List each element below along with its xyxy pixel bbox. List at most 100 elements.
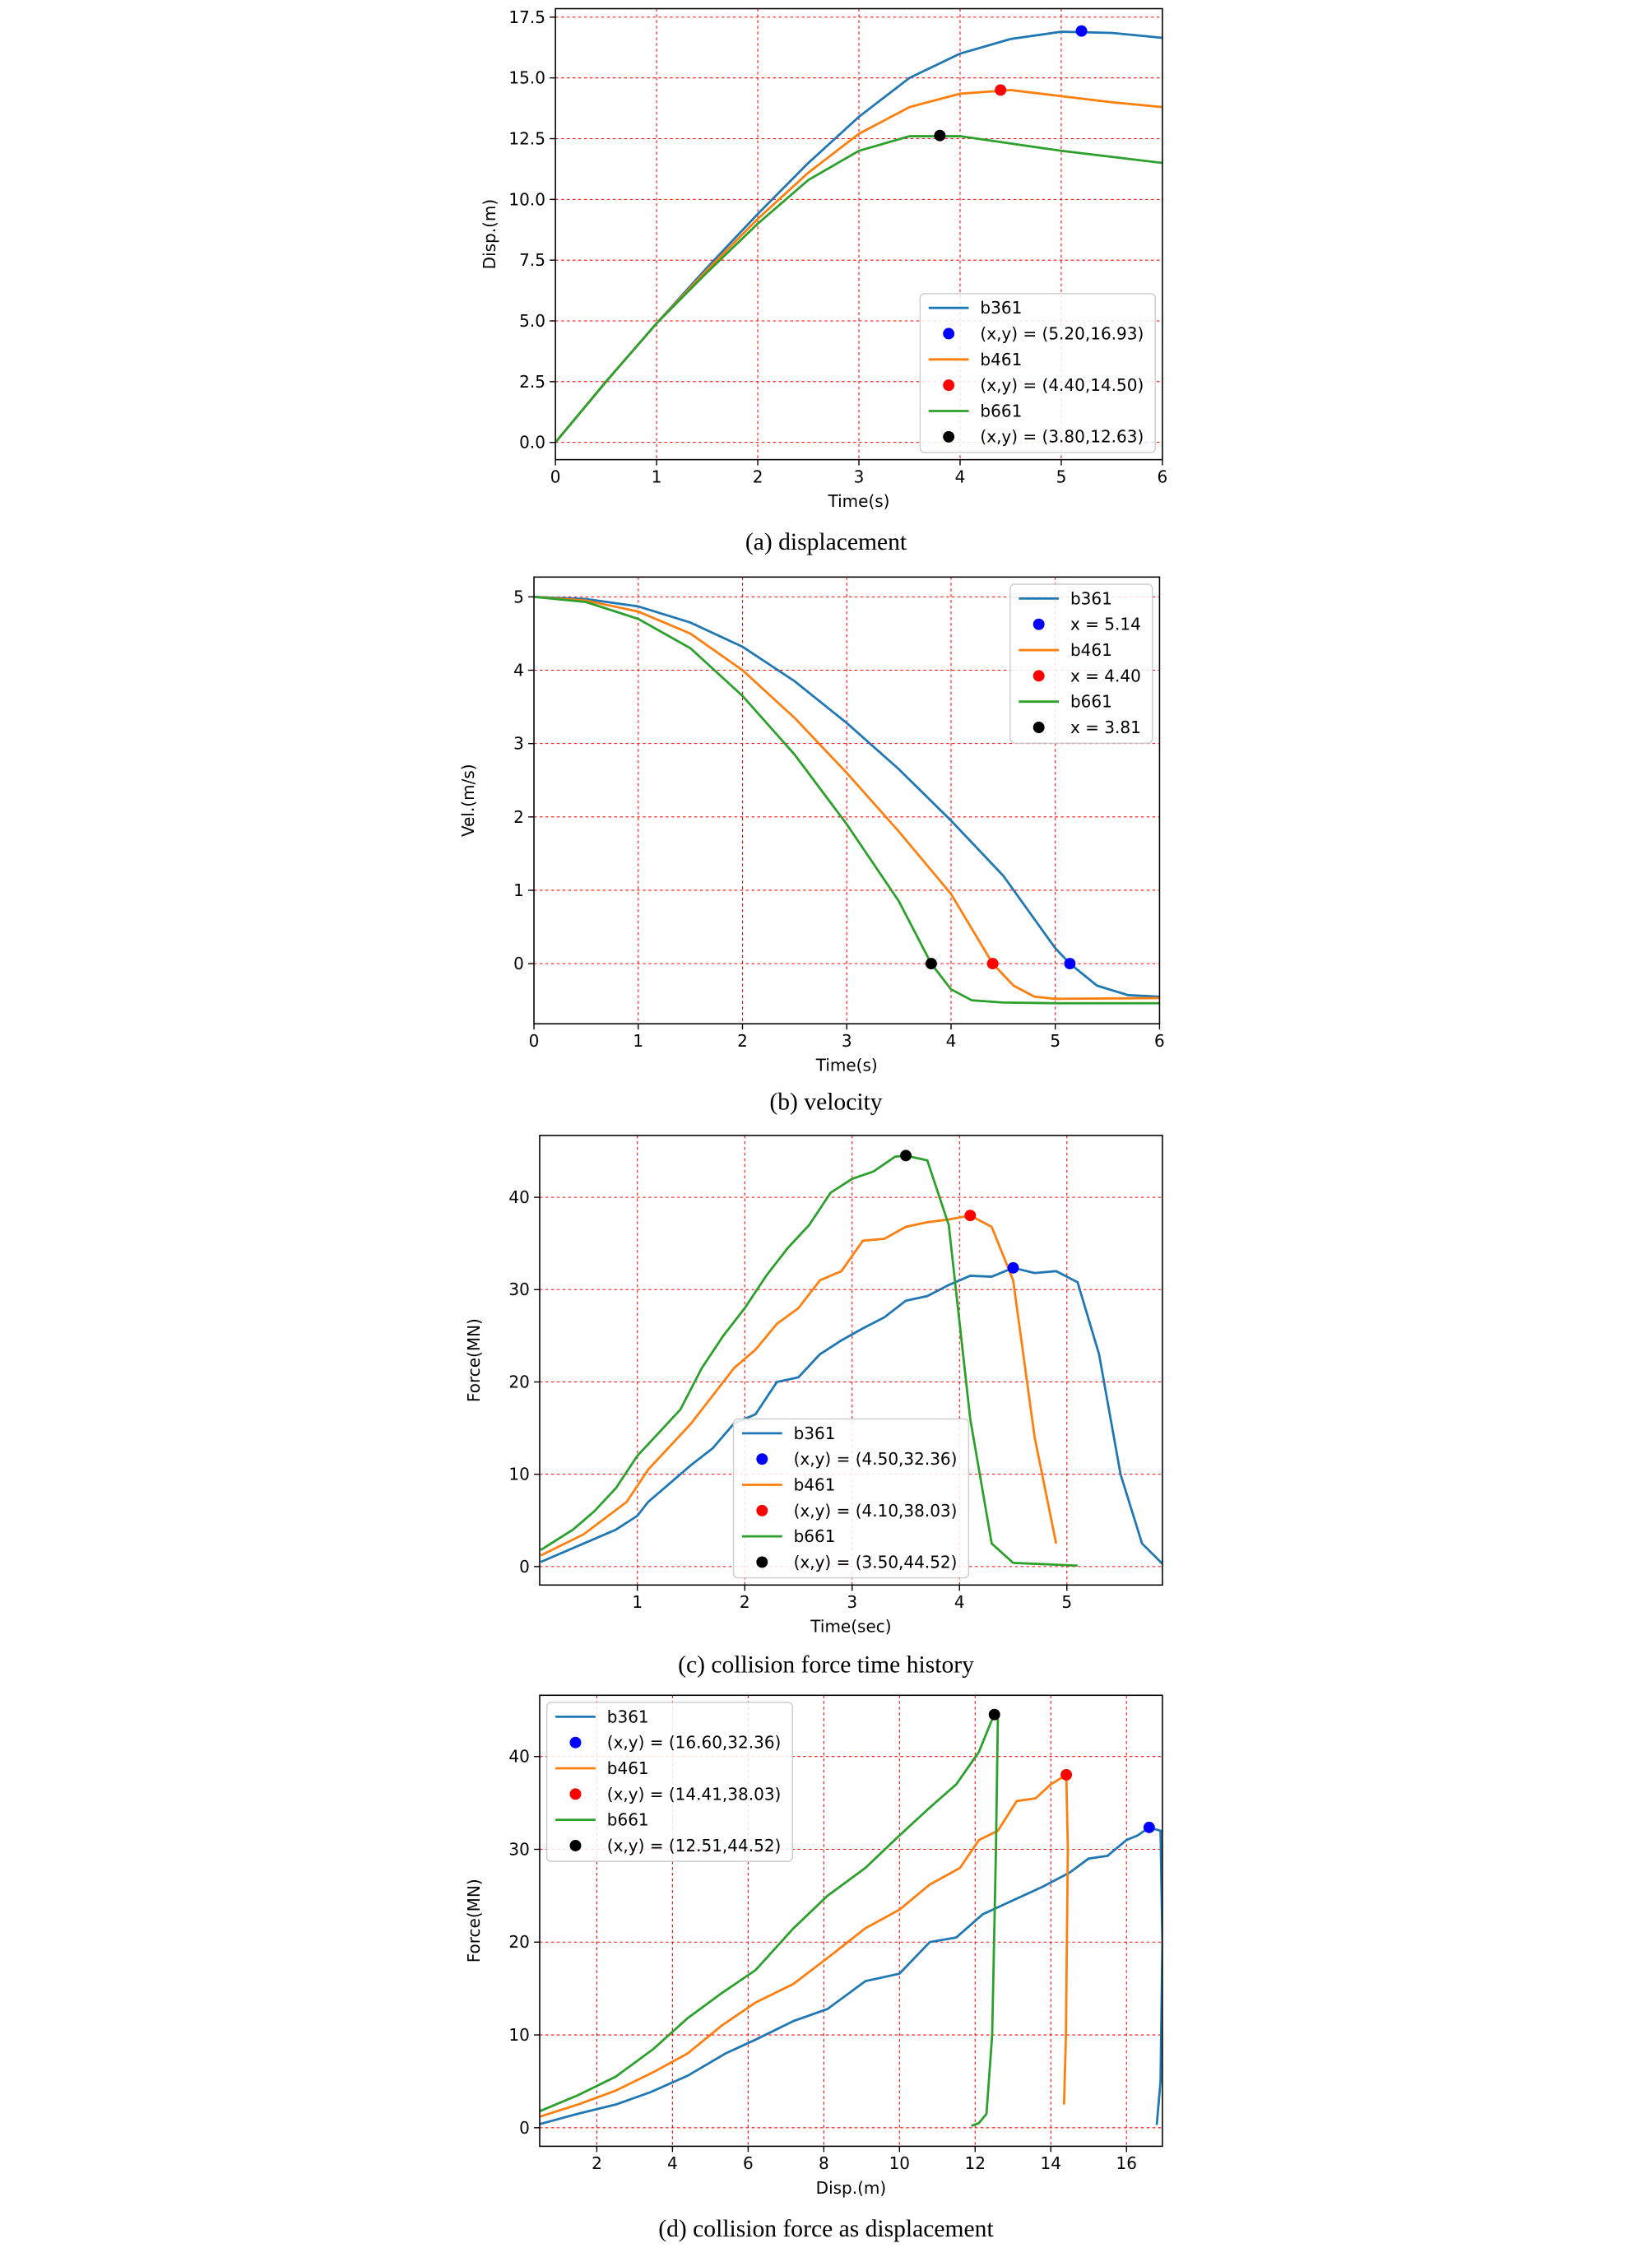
legend-label: x = 4.40: [1070, 666, 1141, 685]
peak-marker: [988, 1708, 1000, 1721]
x-tick-label: 16: [1116, 2153, 1136, 2173]
y-tick-label: 20: [508, 1372, 529, 1391]
series-line: [534, 595, 1160, 1001]
axes-frame: [539, 1135, 1163, 1586]
legend-marker: [569, 1736, 582, 1749]
y-axis-label: Force(MN): [464, 1879, 484, 1962]
x-tick-label: 12: [965, 2153, 986, 2173]
x-tick-label: 6: [1154, 1031, 1165, 1051]
legend-marker: [756, 1556, 768, 1568]
y-tick-label: 40: [508, 1747, 529, 1767]
legend-label: b361: [980, 298, 1022, 318]
legend-label: (x,y) = (4.40,14.50): [980, 375, 1144, 395]
chart: 0 1 2 3 4 5 6 0 1 2 3 4 5 Time(s) Vel.(m/s) b361 x = 5.1…: [458, 576, 1165, 1116]
y-tick-label: 2: [513, 807, 524, 827]
plot-area: [555, 30, 1162, 444]
peak-marker: [1143, 1821, 1155, 1833]
y-tick-label: 0: [519, 2118, 530, 2138]
x-tick-label: 4: [946, 1031, 957, 1051]
legend-label: b361: [607, 1707, 649, 1726]
legend-label: b361: [794, 1424, 836, 1443]
caption: (a) displacement: [745, 529, 907, 555]
y-tick-label: 5: [513, 587, 524, 606]
series-line: [534, 595, 1160, 998]
y-tick-label: 20: [508, 1932, 529, 1952]
peak-marker: [964, 1210, 977, 1222]
y-tick-label: 10.0: [508, 189, 545, 209]
x-tick-label: 1: [633, 1031, 643, 1051]
peak-marker: [1060, 1768, 1073, 1781]
peak-marker: [925, 958, 937, 970]
y-tick-label: 0: [519, 1557, 530, 1577]
series-line: [555, 135, 1162, 444]
x-tick-label: 0: [550, 467, 561, 486]
legend-marker: [943, 430, 955, 443]
y-axis-label: Disp.(m): [480, 199, 499, 270]
legend-marker: [569, 1788, 582, 1800]
x-tick-label: 3: [842, 1031, 852, 1051]
y-tick-label: 1: [513, 880, 524, 900]
chart: 2 4 6 8 10 12 14 16 0 10 20 30 40 Disp.(m) Force(MN) b3…: [464, 1694, 1163, 2242]
caption: (c) collision force time history: [678, 1651, 974, 1678]
caption: (b) velocity: [769, 1089, 882, 1116]
x-tick-label: 1: [652, 467, 662, 486]
legend-label: (x,y) = (12.51,44.52): [607, 1836, 782, 1856]
y-tick-label: 2.5: [519, 372, 545, 392]
x-tick-label: 3: [847, 1592, 857, 1612]
legend-marker: [943, 379, 955, 392]
y-tick-label: 17.5: [508, 7, 545, 27]
legend-label: b661: [794, 1526, 836, 1546]
chart: 1 2 3 4 5 0 10 20 30 40 Time(sec) Force(MN) b361 (x,y…: [464, 1135, 1163, 1678]
plot-area: [540, 1154, 1162, 1568]
legend: b361 (x,y) = (16.60,32.36) b461 (x,y) = (14…: [545, 1702, 793, 1862]
y-axis-label: Force(MN): [464, 1318, 484, 1402]
legend-label: b461: [980, 350, 1022, 369]
legend-label: (x,y) = (3.50,44.52): [794, 1552, 958, 1572]
x-tick-label: 4: [954, 1592, 965, 1612]
y-tick-label: 15.0: [508, 68, 545, 88]
y-tick-label: 12.5: [508, 128, 545, 148]
series-line: [539, 1712, 1000, 2127]
x-tick-label: 6: [743, 2153, 754, 2173]
legend-marker: [569, 1840, 582, 1851]
legend-box: [545, 1702, 793, 1862]
legend: b361 (x,y) = (4.50,32.36) b461 (x,y) = (4.1…: [732, 1418, 970, 1579]
legend-box: [1009, 583, 1153, 744]
legend-label: b661: [607, 1810, 649, 1830]
legend-label: b661: [1070, 692, 1112, 712]
legend-marker: [1032, 722, 1045, 733]
peak-marker: [1064, 958, 1076, 970]
legend-label: b661: [980, 401, 1022, 420]
legend-label: x = 3.81: [1070, 718, 1141, 737]
y-tick-label: 30: [508, 1280, 529, 1299]
series-line: [534, 595, 1160, 1005]
legend-marker: [756, 1453, 768, 1465]
x-tick-label: 2: [753, 467, 763, 486]
y-tick-label: 40: [508, 1187, 529, 1207]
legend-marker: [756, 1504, 768, 1516]
x-axis-label: Disp.(m): [816, 2178, 887, 2198]
x-tick-label: 10: [889, 2153, 910, 2173]
x-axis-label: Time(s): [815, 1056, 878, 1075]
peak-marker: [995, 84, 1007, 96]
legend-box: [732, 1418, 970, 1579]
axes-frame: [533, 576, 1161, 1024]
x-tick-label: 2: [592, 2153, 602, 2173]
peak-marker: [1007, 1261, 1019, 1274]
legend-box: [919, 293, 1156, 453]
x-tick-label: 14: [1041, 2153, 1061, 2173]
series-line: [540, 1154, 1078, 1568]
y-tick-label: 0.0: [519, 433, 545, 453]
y-tick-label: 0: [513, 954, 524, 973]
peak-marker: [986, 958, 999, 970]
legend: b361 (x,y) = (5.20,16.93) b461 (x,y) = (4.4…: [919, 293, 1156, 453]
legend-label: (x,y) = (5.20,16.93): [980, 323, 1144, 343]
x-tick-label: 4: [955, 467, 966, 486]
axes-frame: [555, 7, 1163, 461]
plot-area: [534, 595, 1160, 1005]
x-tick-label: 5: [1050, 1031, 1060, 1051]
legend-label: b461: [1070, 640, 1112, 660]
peak-marker: [900, 1150, 912, 1162]
y-tick-label: 10: [508, 2025, 529, 2045]
series-line: [540, 1214, 1058, 1557]
